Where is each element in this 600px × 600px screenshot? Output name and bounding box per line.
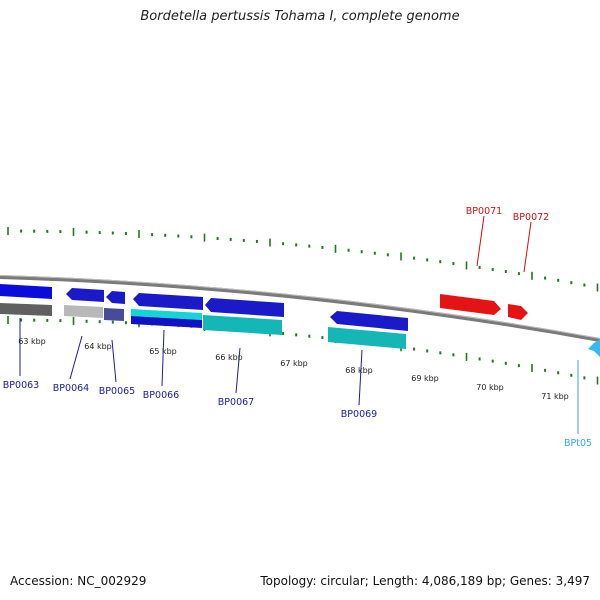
gene-labels[interactable]: BP0063 BP0064 BP0065 BP0066 BP0067 BP006… <box>3 206 592 449</box>
gene-bp0063-arrow[interactable] <box>0 284 52 299</box>
genome-summary-text: Topology: circular; Length: 4,086,189 bp… <box>260 574 590 588</box>
gene-features[interactable] <box>0 284 600 357</box>
gene-bpt05-arrow[interactable] <box>588 339 600 357</box>
map-title: Bordetella pertussis Tohama I, complete … <box>140 9 460 24</box>
gene-bp0066-cds-cyan[interactable] <box>131 309 202 320</box>
kbp-label: 65 kbp <box>149 347 177 356</box>
gene-label-bp0071[interactable]: BP0071 <box>466 206 502 217</box>
kbp-label: 67 kbp <box>280 359 308 368</box>
gene-label-bp0063[interactable]: BP0063 <box>3 380 39 391</box>
gene-bp0067-cds[interactable] <box>203 315 282 335</box>
kbp-label: 66 kbp <box>215 353 243 362</box>
kbp-label: 69 kbp <box>411 374 439 383</box>
gene-label-bp0069[interactable]: BP0069 <box>341 409 377 420</box>
gene-bp0066-cds-blue[interactable] <box>131 316 202 328</box>
kbp-label: 63 kbp <box>18 337 46 346</box>
scale-labels: 63 kbp 64 kbp 65 kbp 66 kbp 67 kbp 68 kb… <box>18 337 569 401</box>
gene-bp0069-cds[interactable] <box>328 327 406 349</box>
gene-bp0071-arrow[interactable] <box>440 294 501 315</box>
gene-label-bp0067[interactable]: BP0067 <box>218 397 254 408</box>
accession-text: Accession: NC_002929 <box>10 574 147 588</box>
gene-label-bp0065[interactable]: BP0065 <box>99 386 135 397</box>
genome-backbone <box>0 275 600 342</box>
gene-bp0063-cds[interactable] <box>0 303 52 316</box>
gene-bp0069-arrow[interactable] <box>330 311 408 331</box>
outer-tick-ring <box>7 227 599 292</box>
gene-bp0072-arrow[interactable] <box>508 304 528 320</box>
gene-bp0065-arrow[interactable] <box>106 291 125 304</box>
gene-bp0064-cds[interactable] <box>64 305 103 318</box>
gene-label-bp0072[interactable]: BP0072 <box>513 212 549 223</box>
gene-bp0065-cds[interactable] <box>104 308 124 321</box>
label-leader-lines <box>19 215 579 434</box>
kbp-label: 70 kbp <box>476 383 504 392</box>
gene-label-bp0064[interactable]: BP0064 <box>53 383 89 394</box>
gene-bp0064-arrow[interactable] <box>66 288 104 302</box>
gene-label-bpt05[interactable]: BPt05 <box>564 438 592 449</box>
kbp-label: 68 kbp <box>345 366 373 375</box>
gene-bp0067-arrow[interactable] <box>205 298 284 317</box>
kbp-label: 64 kbp <box>84 342 112 351</box>
gene-label-bp0066[interactable]: BP0066 <box>143 390 179 401</box>
gene-bp0066-arrow[interactable] <box>133 293 203 310</box>
kbp-label: 71 kbp <box>541 392 569 401</box>
